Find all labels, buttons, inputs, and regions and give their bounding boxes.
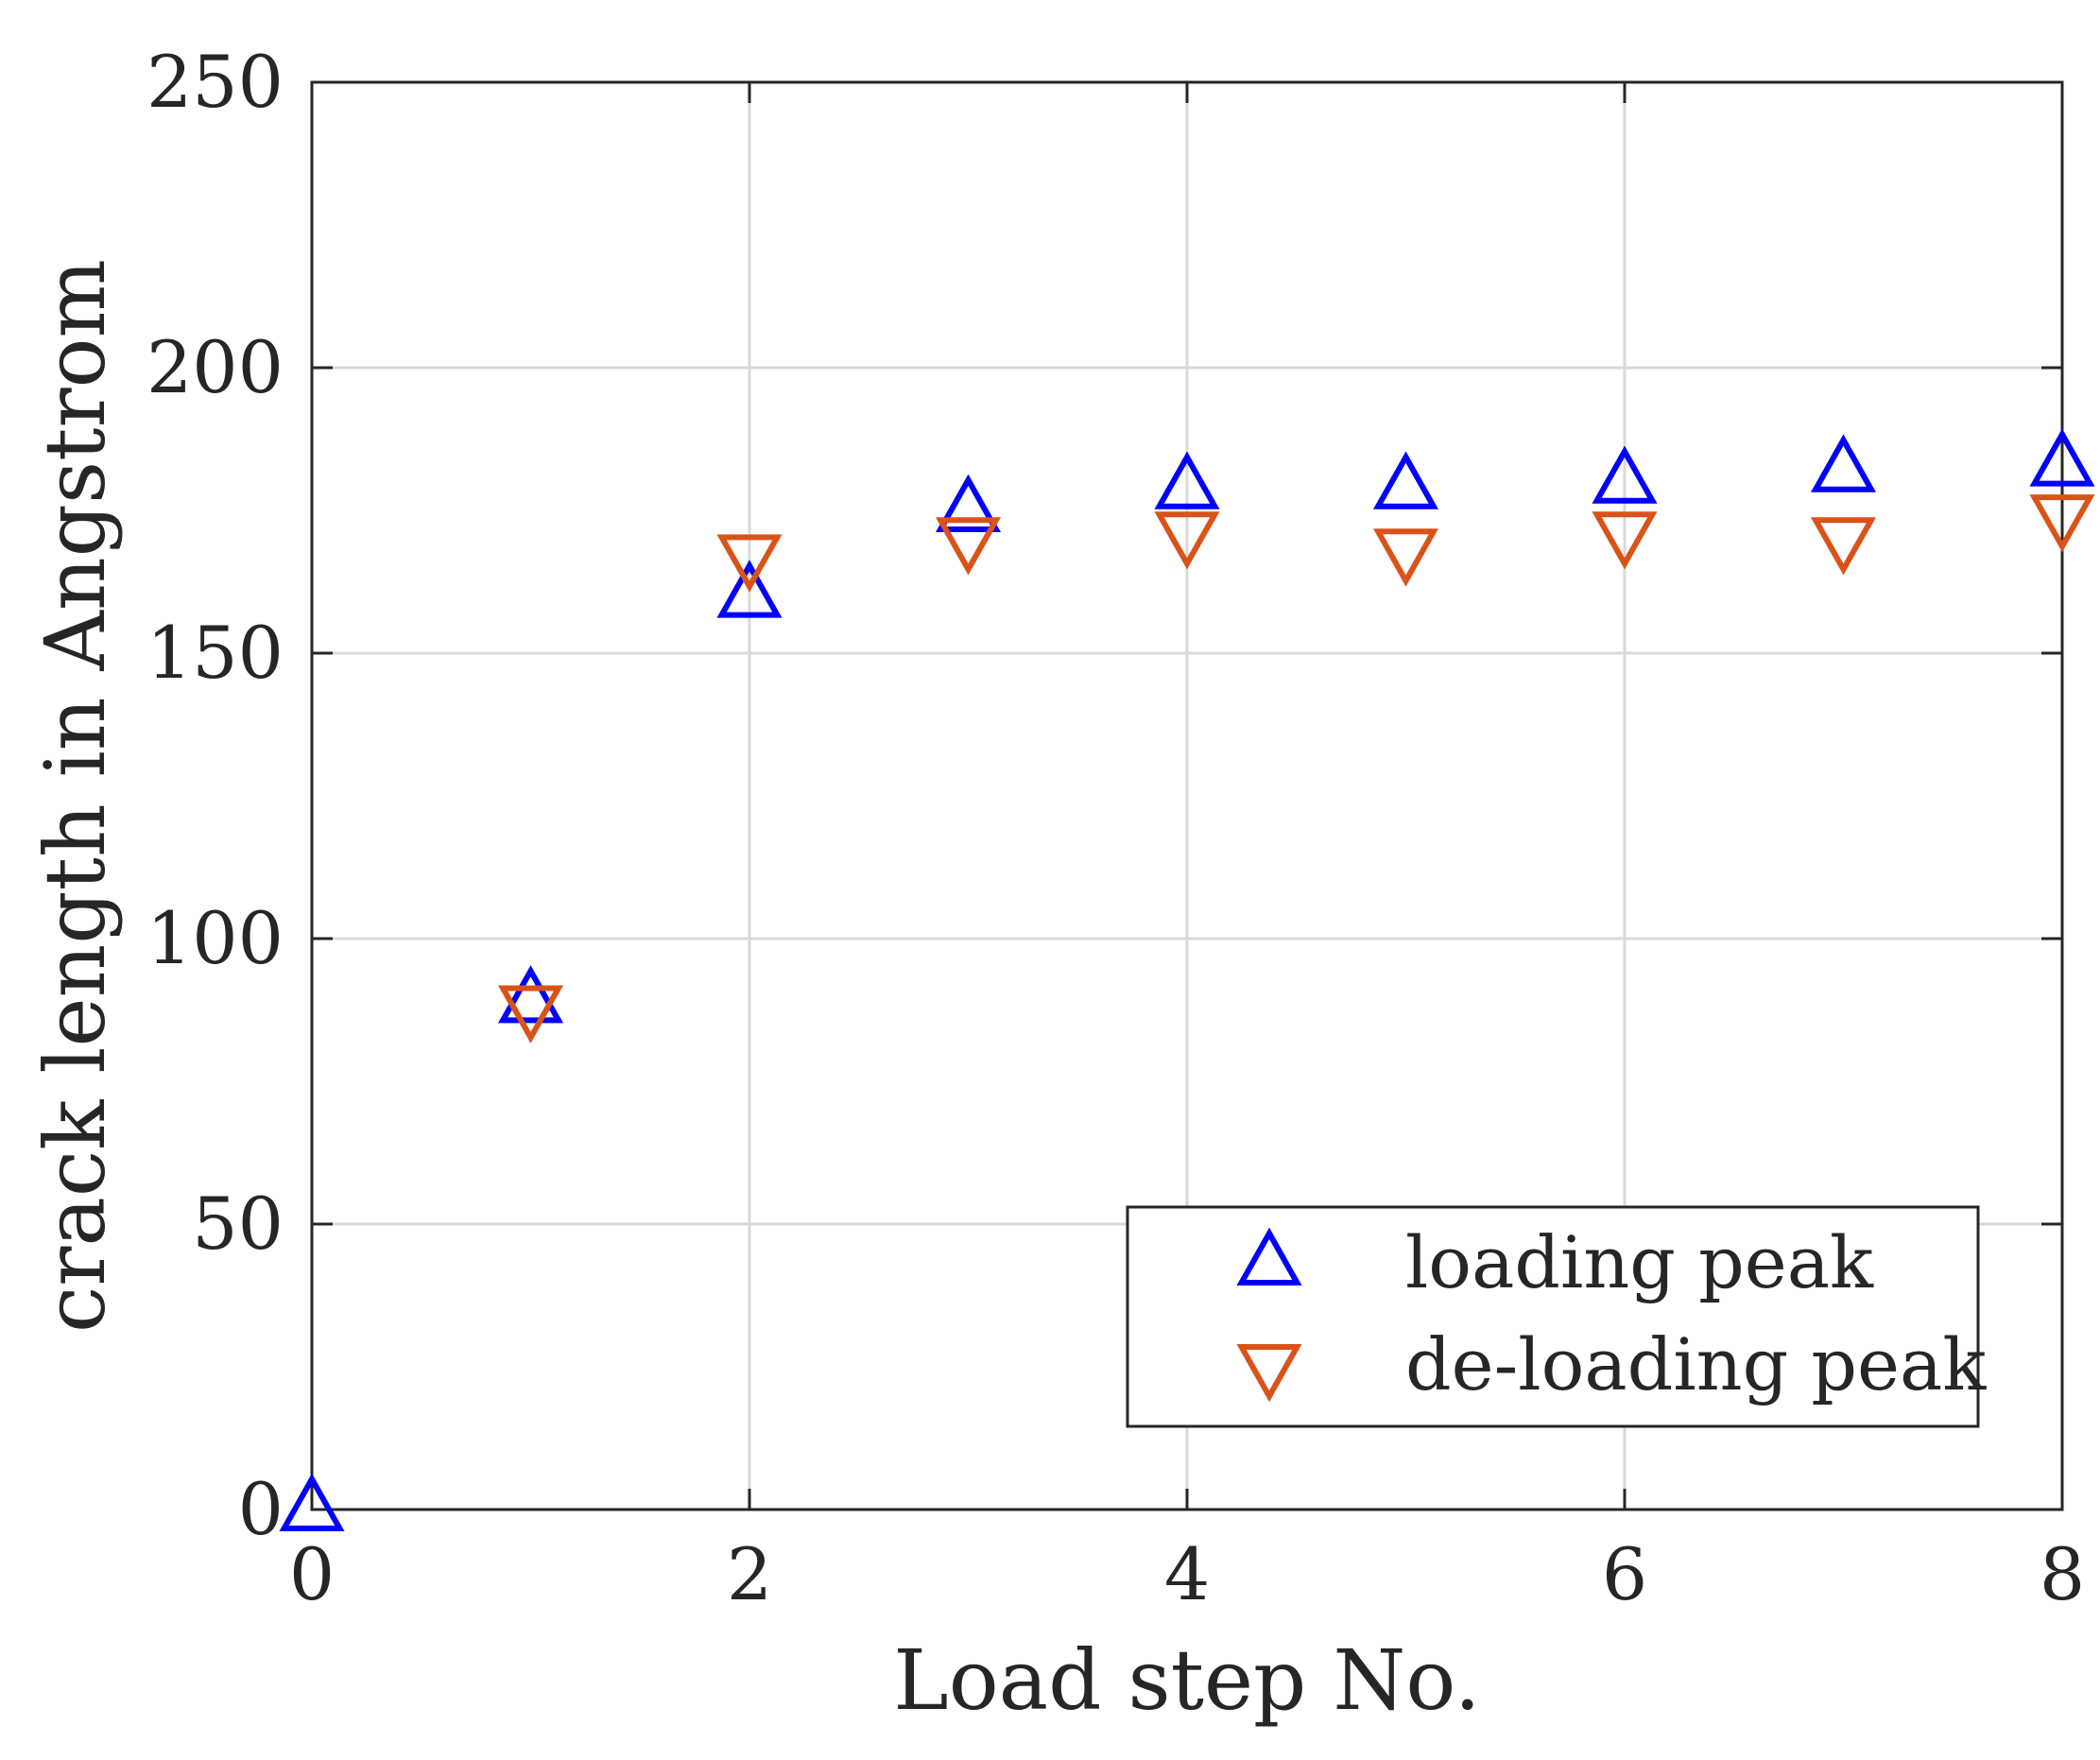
marker-de-loading-peak-6 [1810, 517, 1877, 576]
y-tick-label-200: 200 [146, 325, 284, 409]
marker-de-loading-peak-7 [2029, 494, 2095, 553]
x-axis-label: Load step No. [893, 1631, 1481, 1729]
marker-loading-peak-6 [1592, 445, 1658, 504]
axis-ticks [310, 80, 2064, 1511]
marker-de-loading-peak-3 [1154, 511, 1220, 570]
legend-marker-de-loading-peak [1236, 1344, 1302, 1403]
y-axis-label: crack length in Angstrom [26, 259, 124, 1333]
marker-loading-peak-0 [279, 1473, 345, 1531]
marker-de-loading-peak-1 [716, 534, 783, 593]
x-tick-label-8: 8 [2040, 1532, 2085, 1616]
legend-label-de-loading-peak: de-loading peak [1405, 1322, 1987, 1406]
tick-labels: 0 2 4 6 8 0 50 100 150 200 250 [146, 40, 2085, 1616]
legend-entry-loading-peak: loading peak [1236, 1220, 1874, 1304]
legend: loading peak de-loading peak [1126, 1205, 1987, 1428]
legend-label-loading-peak: loading peak [1405, 1220, 1874, 1304]
x-tick-label-6: 6 [1602, 1532, 1647, 1616]
marker-de-loading-peak-4 [1372, 528, 1439, 587]
y-tick-label-250: 250 [146, 40, 284, 124]
y-tick-label-50: 50 [192, 1182, 284, 1266]
x-tick-label-0: 0 [289, 1532, 335, 1616]
marker-loading-peak-5 [1372, 451, 1439, 509]
y-tick-label-150: 150 [146, 611, 284, 695]
marker-loading-peak-7 [1810, 434, 1877, 492]
y-tick-label-0: 0 [238, 1467, 284, 1551]
marker-de-loading-peak-5 [1592, 511, 1658, 570]
legend-marker-loading-peak [1236, 1227, 1302, 1285]
marker-loading-peak-1 [497, 965, 564, 1024]
y-tick-label-100: 100 [146, 896, 284, 980]
legend-box [1126, 1205, 1980, 1428]
marker-loading-peak-2 [716, 560, 783, 618]
legend-entry-de-loading-peak: de-loading peak [1236, 1322, 1987, 1406]
marker-de-loading-peak-0 [497, 985, 564, 1044]
data-markers [279, 428, 2095, 1531]
marker-de-loading-peak-2 [935, 517, 1002, 576]
marker-loading-peak-8 [2029, 428, 2095, 487]
x-tick-label-4: 4 [1164, 1532, 1210, 1616]
marker-loading-peak-3 [935, 474, 1002, 532]
marker-loading-peak-4 [1154, 451, 1220, 509]
x-tick-label-2: 2 [727, 1532, 772, 1616]
